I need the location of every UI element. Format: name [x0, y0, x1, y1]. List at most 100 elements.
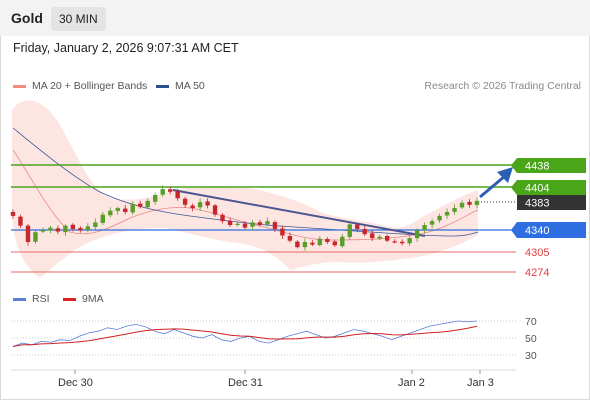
research-credit: Research © 2026 Trading Central	[424, 80, 581, 92]
candle	[93, 222, 98, 227]
candle	[235, 223, 240, 225]
rsi-panel: 70 50 30	[11, 316, 537, 362]
candle	[78, 228, 83, 231]
candle	[452, 208, 457, 212]
candle	[280, 228, 285, 236]
label-tip-4340	[511, 222, 517, 238]
candle	[175, 191, 180, 199]
candle	[362, 229, 367, 235]
timeframe-selector[interactable]: 30 MIN	[51, 7, 106, 31]
label-bg-4438	[517, 158, 586, 173]
x-axis: Dec 30 Dec 31 Jan 2 Jan 3	[11, 369, 516, 389]
instrument-title: Gold	[11, 10, 43, 26]
candle	[40, 230, 46, 232]
candle	[407, 238, 412, 244]
candle	[332, 241, 338, 246]
candle	[33, 232, 38, 242]
candle	[340, 236, 345, 247]
candle	[25, 225, 31, 242]
candle	[287, 235, 293, 241]
candle	[145, 200, 150, 208]
candles	[10, 185, 480, 251]
candle	[190, 205, 195, 209]
ma50-swatch-icon	[156, 84, 169, 88]
label-tip-4404	[511, 180, 517, 195]
candle	[467, 201, 472, 205]
rsi-line	[12, 320, 478, 347]
candle	[355, 224, 360, 229]
bollinger-band	[12, 100, 478, 278]
label-tip-4438	[511, 158, 517, 173]
candle	[325, 239, 330, 242]
label-bg-4404	[517, 180, 586, 195]
x-label-jan3: Jan 3	[467, 377, 494, 389]
candle	[422, 225, 427, 230]
candle	[130, 204, 135, 213]
label-bg-4340	[517, 222, 586, 238]
price-label-4274: 4274	[525, 267, 549, 279]
candle	[115, 208, 120, 211]
candle	[205, 201, 210, 206]
candle	[18, 216, 23, 226]
legend-ma50: MA 50	[156, 80, 205, 92]
candle	[302, 241, 308, 248]
candle	[295, 241, 300, 248]
candle	[377, 236, 382, 239]
forecast-arrow-icon	[479, 167, 513, 199]
price-label-4305: 4305	[525, 247, 549, 259]
candle	[212, 205, 218, 215]
candle	[250, 222, 255, 227]
rsi-axis-30: 30	[525, 350, 537, 362]
price-label-4438: 4438	[525, 161, 549, 173]
candle	[197, 202, 203, 208]
candle	[10, 211, 16, 216]
legend-rsi-label: RSI	[32, 293, 50, 305]
rsi-swatch-icon	[13, 297, 26, 301]
trendline	[172, 189, 426, 237]
price-label-4340: 4340	[525, 225, 549, 237]
candle	[55, 228, 61, 232]
rsi-9ma-line	[12, 325, 478, 347]
x-label-dec31: Dec 31	[228, 377, 263, 389]
rsi-axis-70: 70	[525, 316, 537, 328]
candle	[123, 208, 128, 212]
candle	[108, 210, 113, 216]
label-bg-4383	[517, 195, 586, 210]
candle	[167, 189, 173, 192]
timestamp: Friday, January 2, 2026 9:07:31 AM CET	[13, 41, 239, 55]
candle	[429, 221, 435, 225]
candle	[160, 189, 165, 195]
price-labels: 4438 4404 4383 4340 4305 4274	[511, 158, 586, 279]
x-label-dec30: Dec 30	[58, 377, 93, 389]
price-label-4383: 4383	[525, 198, 549, 210]
ma20-swatch-icon	[13, 84, 26, 88]
candle	[310, 242, 315, 245]
candle	[317, 238, 323, 246]
candle	[272, 222, 278, 229]
candle	[220, 214, 225, 222]
legend-ma20: MA 20 + Bollinger Bands	[13, 80, 147, 92]
candle	[48, 227, 53, 231]
candle	[459, 202, 465, 208]
candle	[182, 198, 188, 205]
ma9-swatch-icon	[63, 297, 76, 301]
candle	[399, 241, 405, 244]
candle	[70, 224, 76, 229]
rsi-axis-50: 50	[525, 333, 537, 345]
candle	[414, 230, 420, 239]
candle	[242, 223, 248, 228]
candle	[444, 211, 450, 216]
candle	[257, 222, 263, 226]
candle	[85, 226, 91, 231]
legend-ma50-label: MA 50	[175, 80, 205, 92]
chart-header: Gold 30 MIN	[0, 0, 590, 36]
legend-9ma-label: 9MA	[82, 293, 104, 305]
price-label-4404: 4404	[525, 183, 549, 195]
candle	[437, 215, 442, 221]
candle	[152, 195, 158, 202]
candle	[347, 224, 352, 237]
candle	[100, 214, 106, 223]
candle	[384, 236, 390, 241]
legend-9ma: 9MA	[63, 293, 104, 305]
